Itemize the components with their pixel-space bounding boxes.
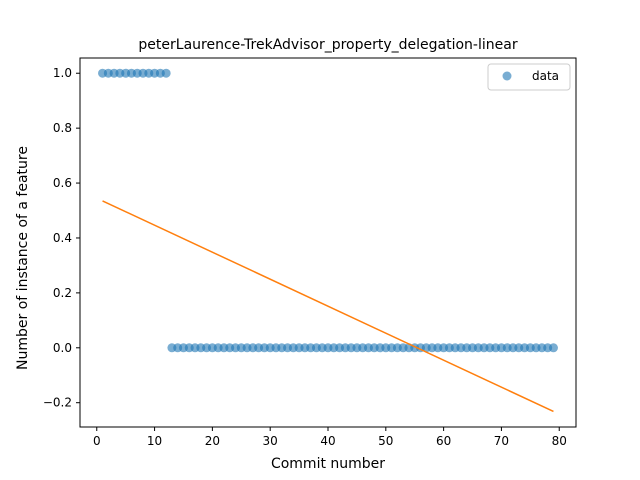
y-axis-label: Number of instance of a feature: [15, 146, 31, 370]
chart-title: peterLaurence-TrekAdvisor_property_deleg…: [138, 37, 517, 53]
x-tick-label: 30: [263, 434, 278, 448]
y-tick-label: 0.8: [53, 121, 72, 135]
x-tick-label: 20: [205, 434, 220, 448]
y-tick-label: −0.2: [43, 396, 72, 410]
x-tick-label: 0: [93, 434, 101, 448]
y-tick-label: 1.0: [53, 66, 72, 80]
y-tick-label: 0.6: [53, 176, 72, 190]
x-axis-label: Commit number: [271, 456, 385, 472]
plot-area: 0 10 20 30 40 50 60 70 80 −0.2 0.0 0.2 0.4 0.6 0.8 1.0: [43, 57, 577, 448]
legend-label: data: [532, 69, 559, 83]
axes-frame: [79, 57, 577, 428]
x-tick-label: 40: [320, 434, 335, 448]
x-tick-label: 50: [378, 434, 393, 448]
x-tick-label: 60: [436, 434, 451, 448]
legend-box: [487, 63, 571, 91]
data-point: [548, 343, 558, 353]
y-tick-label: 0.0: [53, 341, 72, 355]
legend-marker: [502, 71, 512, 81]
data-point: [161, 68, 171, 78]
x-tick-label: 10: [147, 434, 162, 448]
x-tick-label: 70: [494, 434, 509, 448]
y-tick-label: 0.2: [53, 286, 72, 300]
legend: data: [487, 63, 571, 91]
fit-line: [102, 200, 554, 413]
x-tick-label: 80: [552, 434, 567, 448]
y-tick-label: 0.4: [53, 231, 72, 245]
